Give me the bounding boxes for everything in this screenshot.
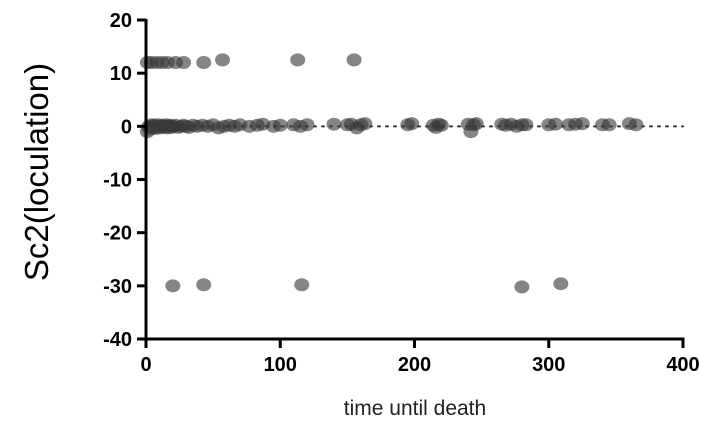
- data-point: [346, 53, 362, 67]
- data-point: [196, 56, 212, 70]
- y-tick-label: -10: [103, 170, 132, 192]
- data-point: [290, 53, 306, 67]
- data-point: [294, 278, 310, 292]
- x-axis-title: time until death: [344, 397, 486, 420]
- data-point: [433, 118, 449, 132]
- x-tick-label: 200: [398, 354, 431, 376]
- data-point: [601, 118, 617, 132]
- data-point: [553, 277, 569, 291]
- data-point: [518, 118, 534, 132]
- data-point: [299, 118, 315, 132]
- data-point: [628, 118, 644, 132]
- y-tick-label: -20: [103, 223, 132, 245]
- y-tick-label: 0: [121, 116, 132, 138]
- y-tick-label: -30: [103, 276, 132, 298]
- data-point: [357, 117, 373, 131]
- data-point: [176, 56, 192, 70]
- axes-layer: [137, 18, 685, 348]
- x-tick-label: 400: [666, 354, 699, 376]
- data-point: [272, 118, 288, 132]
- data-point: [215, 53, 231, 67]
- data-point: [404, 117, 420, 131]
- y-tick-label: 10: [110, 63, 132, 85]
- data-point: [574, 117, 590, 131]
- data-point: [196, 278, 212, 292]
- data-point: [165, 279, 181, 293]
- data-point: [514, 280, 530, 294]
- y-axis-title: Sc2(loculation): [18, 63, 55, 281]
- x-tick-label: 300: [532, 354, 565, 376]
- y-tick-label: -40: [103, 329, 132, 351]
- data-point: [468, 117, 484, 131]
- data-points-layer: [139, 53, 644, 294]
- x-tick-label: 0: [140, 354, 151, 376]
- data-point: [326, 117, 342, 131]
- data-point: [547, 117, 563, 131]
- y-tick-label: 20: [110, 10, 132, 32]
- x-tick-label: 100: [264, 354, 297, 376]
